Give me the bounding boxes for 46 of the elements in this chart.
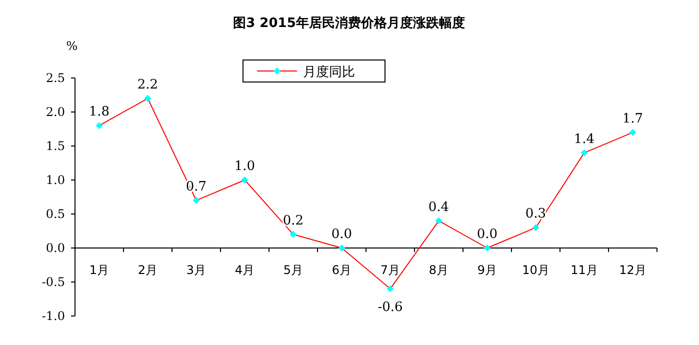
data-label: 1.4 bbox=[574, 132, 595, 147]
y-tick-label: -0.5 bbox=[42, 275, 65, 289]
x-tick-label: 6月 bbox=[332, 263, 352, 277]
point bbox=[435, 217, 442, 224]
chart-title: 图3 2015年居民消费价格月度涨跌幅度 bbox=[233, 15, 465, 31]
data-label: 2.2 bbox=[137, 77, 158, 92]
data-label: -0.6 bbox=[378, 300, 403, 315]
data-label: 0.2 bbox=[282, 213, 304, 228]
y-tick-label: 2.5 bbox=[46, 71, 65, 85]
y-tick-label: 2.0 bbox=[46, 105, 65, 119]
y-tick-label: 0.0 bbox=[46, 241, 65, 255]
point bbox=[192, 196, 200, 204]
x-tick-label: 11月 bbox=[570, 263, 598, 277]
point bbox=[532, 224, 540, 232]
x-tick-label: 7月 bbox=[380, 263, 400, 277]
point bbox=[144, 94, 152, 102]
y-axis-title: % bbox=[66, 39, 78, 53]
x-tick-label: 8月 bbox=[428, 263, 449, 277]
point bbox=[338, 244, 346, 252]
x-tick-label: 4月 bbox=[234, 263, 255, 277]
legend-label: 月度同比 bbox=[303, 64, 355, 80]
x-tick-label: 12月 bbox=[619, 263, 646, 277]
x-tick-label: 3月 bbox=[186, 263, 206, 277]
point bbox=[290, 230, 297, 238]
data-label: 0.4 bbox=[428, 200, 450, 215]
point bbox=[484, 244, 491, 252]
data-label: 1.7 bbox=[622, 111, 644, 126]
y-tick-label: 0.5 bbox=[46, 207, 65, 221]
y-tick-label: 1.5 bbox=[46, 139, 65, 153]
data-label: 0.0 bbox=[476, 227, 498, 242]
x-tick-label: 10月 bbox=[522, 263, 550, 277]
y-tick-label: -1.0 bbox=[42, 309, 65, 323]
point bbox=[241, 176, 248, 184]
data-label: 0.0 bbox=[331, 227, 352, 242]
x-tick-label: 2月 bbox=[138, 263, 158, 277]
point bbox=[629, 128, 636, 136]
x-tick-label: 9月 bbox=[477, 263, 498, 277]
data-label: 1.8 bbox=[88, 104, 110, 120]
point bbox=[96, 122, 103, 130]
y-tick-label: 1.0 bbox=[46, 173, 65, 187]
point bbox=[386, 285, 394, 292]
data-label: 1.0 bbox=[234, 159, 256, 174]
x-tick-label: 5月 bbox=[283, 263, 304, 277]
x-tick-label: 1月 bbox=[89, 263, 110, 277]
point bbox=[580, 149, 588, 156]
data-label: 0.3 bbox=[525, 206, 546, 222]
